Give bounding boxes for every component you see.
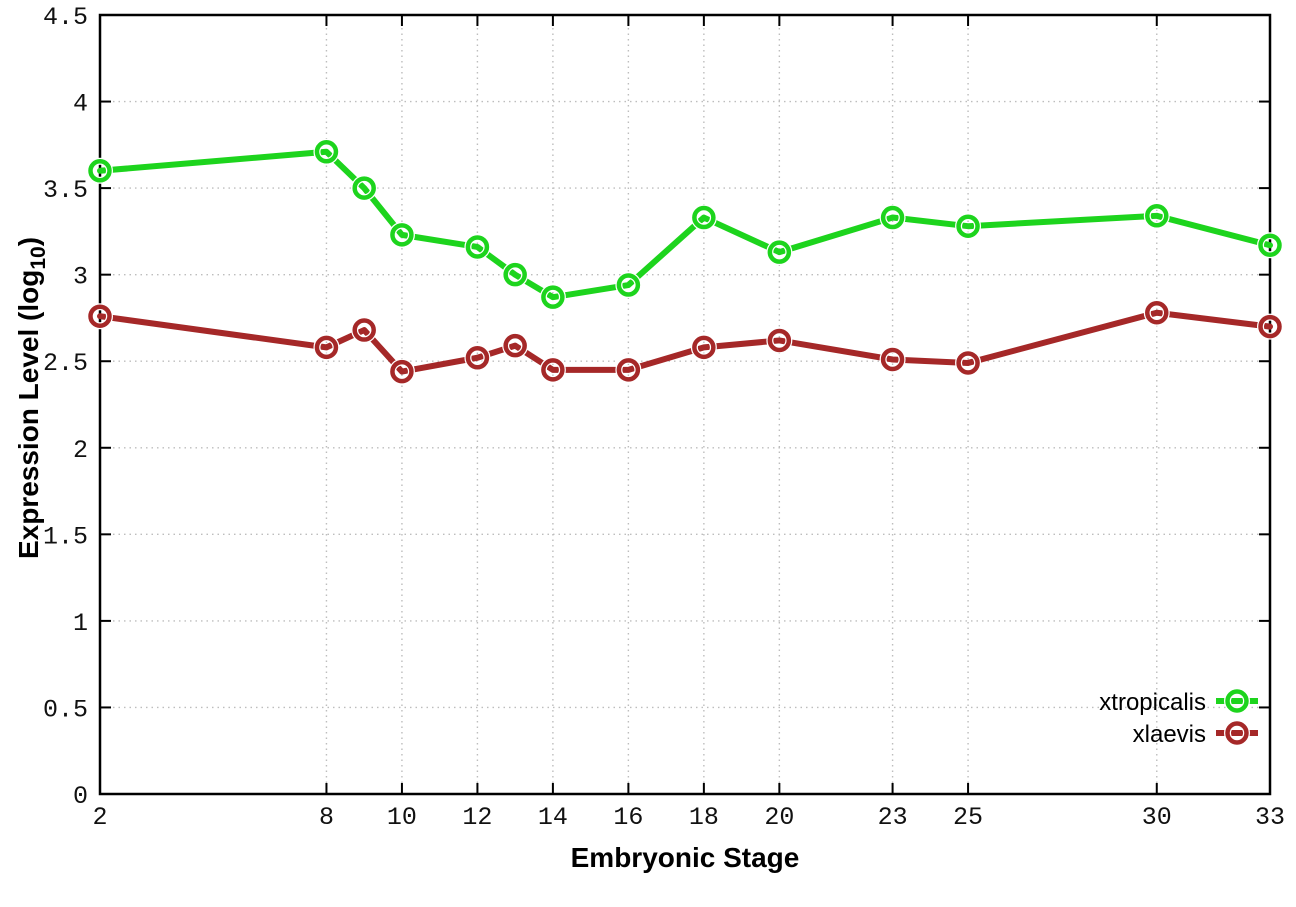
data-point-marker-xlaevis	[956, 351, 980, 375]
plot-border-and-ticks	[98, 13, 1272, 796]
data-point-marker-xtropicalis	[314, 140, 339, 164]
data-point-marker-xtropicalis	[503, 262, 527, 287]
y-tick-label: 3	[73, 263, 88, 292]
data-point-marker-xlaevis	[465, 346, 490, 370]
y-tick-label: 1.5	[43, 522, 88, 551]
data-point-marker-xtropicalis	[1145, 204, 1169, 228]
data-point-marker-xtropicalis	[1258, 233, 1282, 257]
y-tick-label: 4.5	[43, 3, 88, 32]
x-tick-label: 18	[689, 803, 719, 832]
y-tick-label: 3.5	[43, 176, 88, 205]
tick-labels: 0 0.5 1 1.5 2 2.5 3 3.5 4 4.5 2 8 10 12 14 16 18 20 23 25 30…	[43, 3, 1285, 832]
x-tick-label: 16	[613, 803, 643, 832]
y-tick-label: 1	[73, 609, 88, 638]
data-point-marker-xlaevis	[1145, 301, 1169, 325]
x-tick-label: 33	[1255, 803, 1285, 832]
data-point-marker-xtropicalis	[390, 223, 414, 247]
data-point-marker-xlaevis	[352, 318, 376, 342]
legend-line-samples	[1216, 688, 1258, 746]
x-tick-label: 8	[319, 803, 334, 832]
x-tick-label: 25	[953, 803, 983, 832]
x-tick-label: 20	[764, 803, 794, 832]
data-point-marker-xlaevis	[314, 335, 339, 360]
data-point-marker-xtropicalis	[541, 285, 565, 309]
data-point-marker-xlaevis	[88, 304, 112, 328]
y-axis-title-prefix: Expression Level (log	[13, 270, 44, 559]
data-point-marker-xtropicalis	[767, 240, 792, 264]
y-tick-label: 0.5	[43, 695, 88, 724]
x-tick-label: 10	[387, 803, 417, 832]
legend: xtropicalis xlaevis	[1099, 688, 1258, 748]
data-point-marker-xtropicalis	[465, 235, 490, 259]
y-axis-title-subscript: 10	[27, 246, 50, 269]
data-point-marker-xtropicalis	[88, 159, 112, 183]
x-tick-label: 2	[92, 803, 107, 832]
plot-border	[98, 13, 1272, 796]
y-axis-title-suffix: )	[13, 237, 44, 246]
data-point-marker-xtropicalis	[880, 205, 905, 230]
data-point-marker-xlaevis	[390, 359, 414, 384]
gridlines	[102, 17, 1268, 792]
y-tick-label: 2	[73, 436, 88, 465]
x-tick-label: 30	[1142, 803, 1172, 832]
data-point-marker-xlaevis	[541, 358, 565, 382]
data-point-marker-xtropicalis	[692, 205, 716, 230]
y-axis-title: Expression Level (log10)	[13, 237, 50, 559]
y-tick-label: 2.5	[43, 349, 88, 378]
series-line-xlaevis	[97, 309, 1273, 375]
legend-label-xtropicalis: xtropicalis	[1099, 689, 1206, 716]
x-axis-title: Embryonic Stage	[571, 842, 800, 873]
data-point-marker-xlaevis	[692, 335, 716, 360]
legend-label-xlaevis: xlaevis	[1133, 721, 1206, 748]
y-tick-label: 4	[73, 90, 88, 119]
data-point-marker-xlaevis	[1258, 314, 1282, 339]
data-point-marker-xtropicalis	[352, 176, 376, 200]
data-point-marker-xlaevis	[616, 358, 641, 382]
x-tick-label: 14	[538, 803, 568, 832]
data-point-marker-xlaevis	[503, 333, 527, 358]
x-tick-label: 12	[462, 803, 492, 832]
data-point-marker-xlaevis	[880, 347, 905, 372]
x-tick-label: 23	[878, 803, 908, 832]
y-tick-label: 0	[73, 782, 88, 811]
data-point-marker-xlaevis	[767, 328, 792, 353]
data-series	[87, 138, 1283, 385]
legend-marker-xlaevis	[1225, 721, 1249, 745]
legend-marker-xtropicalis	[1225, 689, 1249, 713]
data-point-marker-xtropicalis	[956, 214, 980, 238]
data-point-marker-xtropicalis	[616, 273, 641, 297]
